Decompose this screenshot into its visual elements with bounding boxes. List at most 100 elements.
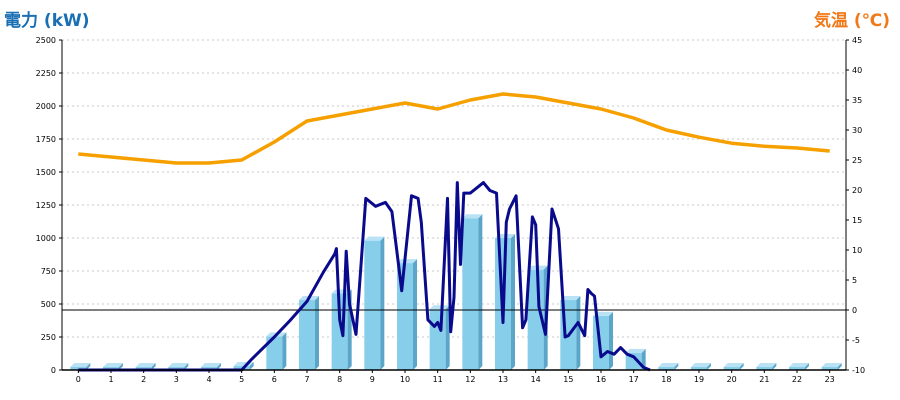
left-tick-label: 2000 [36, 102, 56, 111]
bar-front [625, 352, 642, 370]
bar-side [609, 311, 613, 370]
bar-top [103, 363, 123, 367]
hour-tick-label: 11 [433, 375, 443, 384]
bar-top [135, 363, 156, 367]
bar-side [184, 363, 189, 370]
bar-front [821, 367, 838, 370]
bar-side [86, 363, 91, 370]
bar-front [756, 367, 773, 370]
bar-side [674, 363, 679, 370]
left-tick-label: 2250 [36, 69, 56, 78]
right-tick-label: 10 [852, 246, 862, 255]
bar-top [331, 289, 352, 294]
power-bar [658, 363, 679, 370]
bar-top [397, 259, 417, 264]
left-tick-label: 1500 [36, 168, 56, 177]
power-bar [364, 236, 385, 370]
hour-tick-label: 19 [694, 375, 704, 384]
power-line [78, 181, 651, 372]
bar-top [723, 363, 744, 367]
power-bar [429, 305, 450, 370]
bar-front [266, 336, 283, 370]
bar-side [249, 362, 254, 370]
hour-tick-label: 3 [174, 375, 179, 384]
right-tick-label: 40 [852, 66, 862, 75]
hour-tick-label: 16 [596, 375, 606, 384]
bar-side [151, 363, 156, 370]
bar-top [625, 348, 646, 353]
hour-tick-label: 23 [825, 375, 835, 384]
hour-tick-label: 17 [629, 375, 639, 384]
hour-tick-label: 5 [239, 375, 244, 384]
data-lines [78, 92, 830, 372]
hour-tick-label: 8 [337, 375, 342, 384]
left-tick-label: 2500 [36, 36, 56, 45]
bar-front [364, 240, 381, 370]
bar-side [739, 363, 744, 370]
bar-side [217, 363, 221, 370]
hour-tick-label: 12 [465, 375, 475, 384]
hour-tick-label: 6 [272, 375, 277, 384]
left-tick-label: 0 [51, 366, 56, 375]
hour-tick-label: 9 [370, 375, 375, 384]
bar-top [821, 363, 842, 367]
bar-top [201, 363, 221, 367]
hour-tick-label: 7 [304, 375, 309, 384]
bar-top [70, 363, 91, 367]
bar-side [837, 363, 842, 370]
left-tick-label: 750 [41, 267, 56, 276]
hour-tick-label: 18 [661, 375, 671, 384]
bar-side [315, 296, 319, 370]
bar-front [658, 367, 675, 370]
bar-front [723, 367, 740, 370]
temperature-axis-title: 気温 (℃) [813, 11, 890, 31]
bar-front [789, 367, 805, 370]
hour-tick-label: 1 [108, 375, 113, 384]
bar-top [560, 296, 581, 301]
right-tick-label: -10 [852, 366, 865, 375]
power-bar [462, 214, 483, 370]
hour-tick-label: 15 [563, 375, 573, 384]
hour-tick-label: 10 [400, 375, 410, 384]
bar-side [707, 363, 711, 370]
temperature-line [78, 92, 830, 165]
power-axis-title: 電力 (kW) [4, 11, 90, 31]
right-tick-label: 0 [852, 306, 857, 315]
bar-top [364, 236, 385, 241]
bar-side [413, 259, 417, 370]
power-bar [625, 348, 646, 370]
power-bar [756, 363, 777, 370]
bar-top [168, 363, 189, 367]
hour-tick-label: 13 [498, 375, 508, 384]
bar-side [576, 296, 581, 370]
bar-top [658, 363, 679, 367]
bar-top [429, 305, 450, 310]
power-bar [723, 363, 744, 370]
bar-side [511, 234, 515, 370]
left-tick-label: 250 [41, 333, 56, 342]
bar-top [789, 363, 809, 367]
hour-tick-label: 2 [141, 375, 146, 384]
left-tick-label: 1250 [36, 201, 56, 210]
hour-tick-label: 4 [206, 375, 211, 384]
bar-side [119, 363, 123, 370]
bar-side [282, 332, 287, 370]
bar-side [478, 214, 483, 370]
bar-front [691, 367, 707, 370]
hour-tick-label: 21 [759, 375, 769, 384]
power-bar [789, 363, 809, 370]
bar-front [299, 300, 315, 370]
bar-front [462, 218, 479, 370]
right-tick-label: 15 [852, 216, 862, 225]
left-tick-label: 1750 [36, 135, 56, 144]
bar-top [462, 214, 483, 219]
bar-side [380, 236, 385, 370]
tick-labels: 02505007501000125015001750200022502500-1… [36, 36, 865, 384]
bar-side [445, 305, 450, 370]
hour-tick-label: 22 [792, 375, 802, 384]
right-tick-label: 20 [852, 186, 862, 195]
right-tick-label: 5 [852, 276, 857, 285]
right-tick-label: 45 [852, 36, 862, 45]
hour-tick-label: 20 [727, 375, 737, 384]
right-tick-label: -5 [852, 336, 860, 345]
